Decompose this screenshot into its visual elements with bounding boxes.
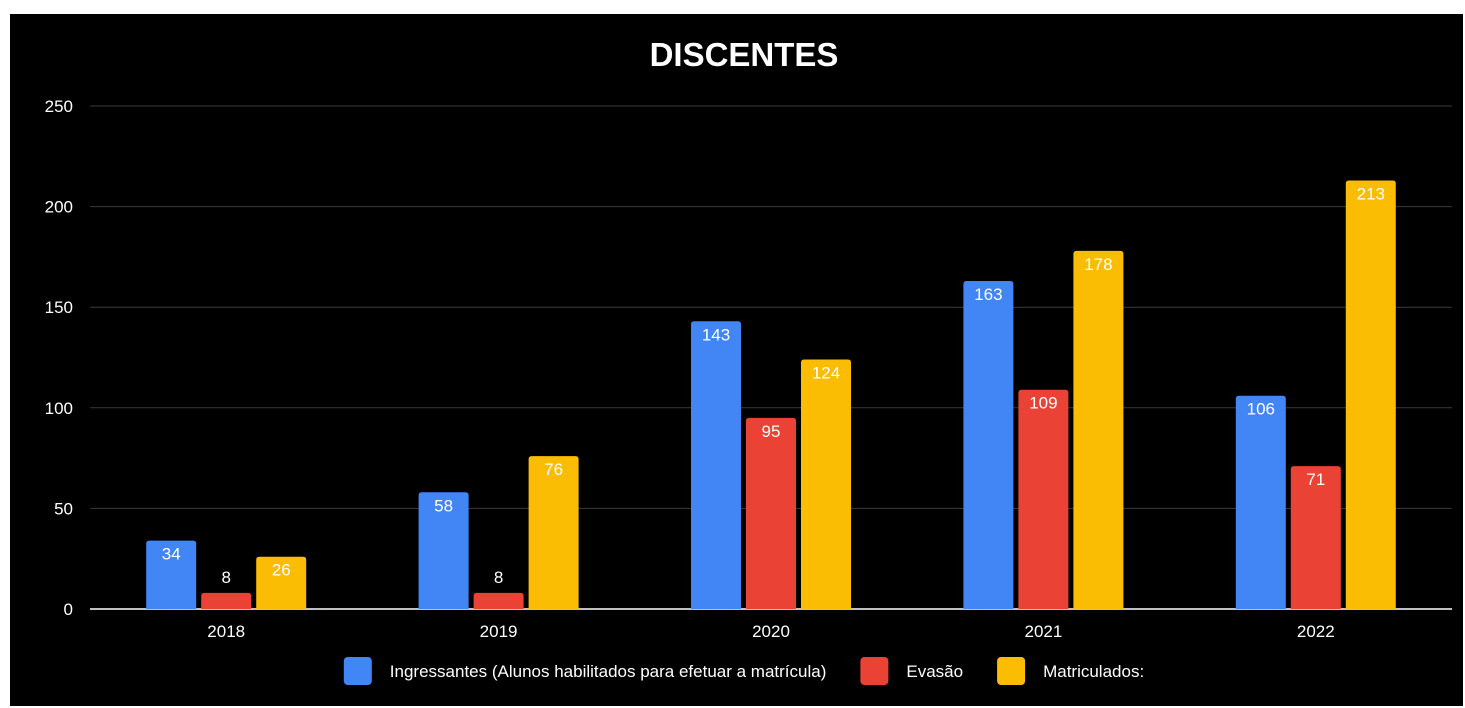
- bar-2018-1: [146, 540, 197, 609]
- y-tick-label: 250: [45, 97, 73, 116]
- y-tick-label: 50: [54, 499, 73, 518]
- bar-2021-2: [1018, 389, 1069, 609]
- legend-label: Matriculados:: [1043, 662, 1144, 681]
- data-label: 8: [494, 568, 503, 587]
- data-label: 76: [544, 460, 563, 479]
- legend: Ingressantes (Alunos habilitados para ef…: [343, 657, 1144, 685]
- data-label: 71: [1306, 470, 1325, 489]
- bar-2020-1: [691, 321, 741, 609]
- data-label: 8: [221, 568, 230, 587]
- y-axis-ticks: 0 50 100 150 200 250: [45, 97, 73, 619]
- y-tick-label: 100: [45, 399, 73, 418]
- data-label: 106: [1247, 400, 1275, 419]
- legend-label: Ingressantes (Alunos habilitados para ef…: [390, 662, 827, 681]
- data-label: 26: [272, 561, 291, 580]
- bar-2018-3: [256, 556, 307, 609]
- data-label: 163: [974, 285, 1002, 304]
- data-label: 124: [812, 364, 840, 383]
- x-tick-label: 2020: [752, 622, 790, 641]
- x-tick-label: 2022: [1297, 622, 1335, 641]
- legend-label: Evasão: [906, 662, 963, 681]
- data-label: 213: [1357, 184, 1385, 203]
- chart-title: DISCENTES: [650, 36, 839, 73]
- data-labels: 34 8 26 58 8 76 143 95 124 163 109 178 106 71 213: [162, 184, 1385, 586]
- data-label: 58: [434, 496, 453, 515]
- chart-panel: DISCENTES 0 50 100 150 200 250 34 8 26 58 8 76 143 9…: [10, 14, 1463, 706]
- bar-2022-2: [1290, 466, 1341, 609]
- bar-2020-2: [746, 417, 796, 609]
- bar-2019-1: [418, 492, 469, 609]
- bar-2019-2: [473, 592, 524, 609]
- bar-2018-2: [201, 592, 252, 609]
- legend-swatch: [997, 657, 1026, 685]
- x-tick-label: 2018: [207, 622, 245, 641]
- data-label: 109: [1029, 394, 1057, 413]
- bar-2021-1: [963, 281, 1014, 609]
- x-tick-label: 2019: [480, 622, 518, 641]
- x-tick-label: 2021: [1024, 622, 1062, 641]
- data-label: 34: [162, 545, 181, 564]
- y-tick-label: 200: [45, 198, 73, 217]
- bars: [146, 180, 1396, 609]
- x-axis-ticks: 2018 2019 2020 2021 2022: [207, 622, 1334, 641]
- legend-swatch: [343, 657, 372, 685]
- y-tick-label: 150: [45, 298, 73, 317]
- bar-2021-3: [1073, 250, 1124, 609]
- bar-chart: DISCENTES 0 50 100 150 200 250 34 8 26 58 8 76 143 9…: [45, 36, 1452, 685]
- data-label: 178: [1084, 255, 1112, 274]
- y-tick-label: 0: [64, 600, 73, 619]
- data-label: 143: [702, 325, 730, 344]
- legend-swatch: [860, 657, 889, 685]
- bar-2020-3: [801, 359, 851, 609]
- bar-2022-1: [1235, 395, 1286, 609]
- data-label: 95: [762, 422, 781, 441]
- bar-2019-3: [528, 456, 579, 609]
- bar-2022-3: [1345, 180, 1396, 609]
